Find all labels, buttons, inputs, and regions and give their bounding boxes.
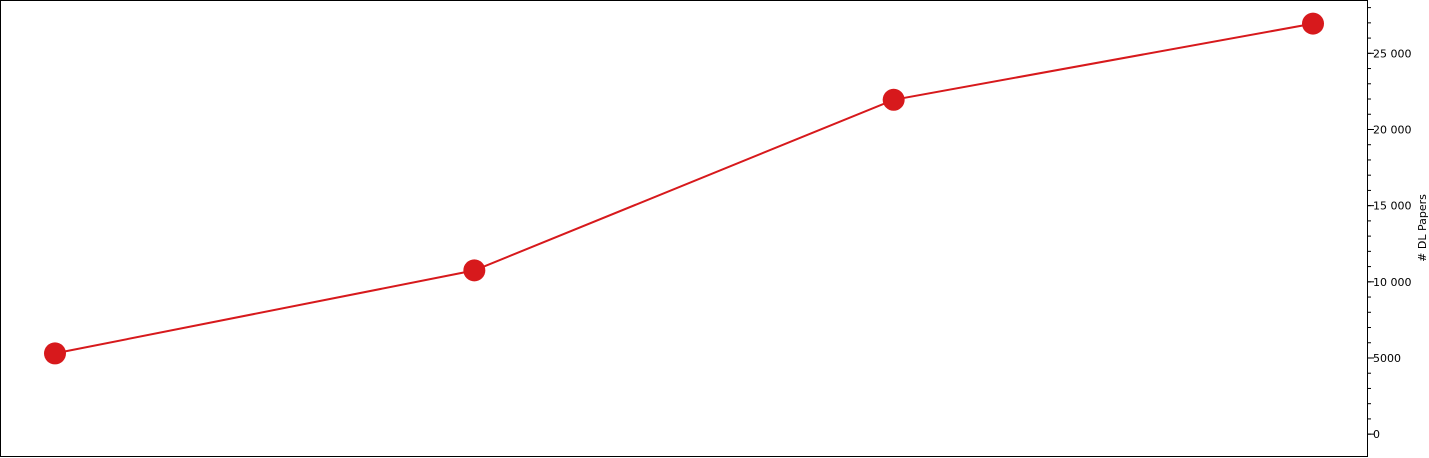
y-tick-label: 20 000 [1373,123,1412,136]
series-line [54,22,1314,355]
y-tick-label: 15 000 [1373,200,1412,213]
y-tick-label: 10 000 [1373,276,1412,289]
y-axis-tick-labels: 0 5000 10 000 15 000 20 000 25 000 [1373,47,1412,441]
y-axis-label: # DL Papers [1416,194,1429,262]
y-tick-label: 0 [1373,428,1380,441]
data-point [882,88,905,111]
series-group [44,12,1324,365]
y-tick-label: 5000 [1373,352,1401,365]
data-point [1302,12,1324,35]
y-axis-ticks [1368,7,1374,435]
plot-frame [0,0,1368,457]
data-point [44,342,66,365]
data-point [463,259,486,282]
y-tick-label: 25 000 [1373,47,1412,60]
